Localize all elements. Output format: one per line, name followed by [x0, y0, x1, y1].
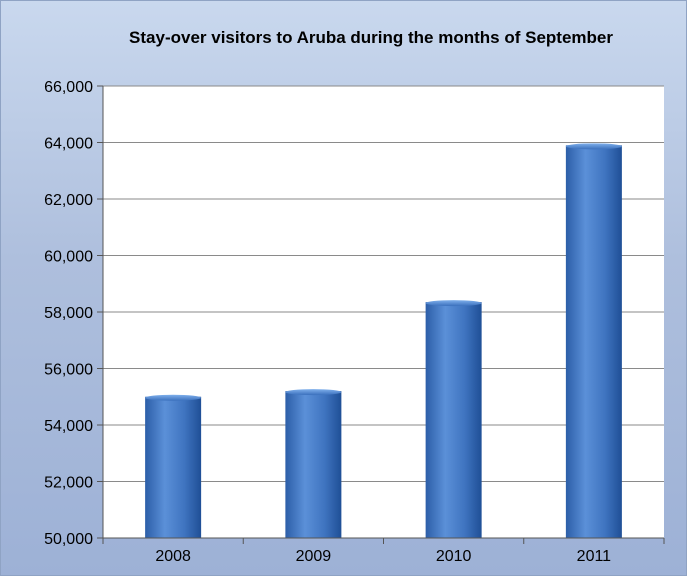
axes	[97, 85, 665, 544]
bar-2009	[285, 391, 342, 538]
bar-cap	[425, 300, 482, 307]
y-tick-label: 66,000	[44, 79, 93, 96]
bar-2010	[425, 302, 482, 538]
x-tick-label: 2009	[296, 548, 332, 565]
x-tick-labels: 2008 2009 2010 2011	[155, 548, 611, 565]
y-tick-label: 50,000	[44, 531, 93, 548]
bars	[145, 143, 622, 538]
y-tick-label: 56,000	[44, 362, 93, 379]
y-tick-labels: 50,000 52,000 54,000 56,000 58,000 60,000 62,0…	[44, 79, 93, 548]
y-tick-label: 52,000	[44, 475, 93, 492]
bar-2008	[145, 396, 202, 538]
bar-cap	[285, 389, 342, 396]
y-tick-label: 54,000	[44, 418, 93, 435]
bar-cap	[145, 394, 202, 401]
y-tick-label: 60,000	[44, 249, 93, 266]
y-tick-label: 64,000	[44, 136, 93, 153]
x-tick-label: 2008	[155, 548, 191, 565]
y-tick-label: 58,000	[44, 305, 93, 322]
chart-title: Stay-over visitors to Aruba during the m…	[129, 28, 613, 47]
x-tick-label: 2010	[436, 548, 472, 565]
x-tick-label: 2011	[577, 548, 612, 565]
y-tick-label: 62,000	[44, 192, 93, 209]
bar-2011	[565, 145, 622, 538]
bar-cap	[565, 143, 622, 150]
